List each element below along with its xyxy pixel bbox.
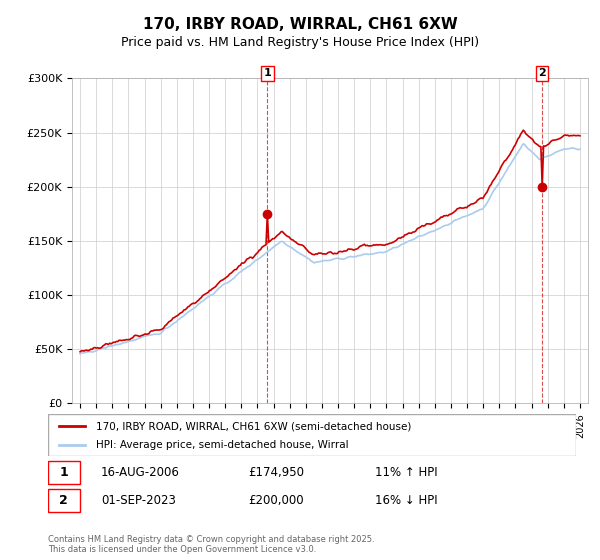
Text: 1: 1 bbox=[263, 68, 271, 78]
Text: £200,000: £200,000 bbox=[248, 494, 304, 507]
Text: 16% ↓ HPI: 16% ↓ HPI bbox=[376, 494, 438, 507]
Text: £174,950: £174,950 bbox=[248, 466, 305, 479]
Text: 1: 1 bbox=[59, 466, 68, 479]
Text: 16-AUG-2006: 16-AUG-2006 bbox=[101, 466, 179, 479]
Text: Contains HM Land Registry data © Crown copyright and database right 2025.
This d: Contains HM Land Registry data © Crown c… bbox=[48, 535, 374, 554]
Text: 170, IRBY ROAD, WIRRAL, CH61 6XW: 170, IRBY ROAD, WIRRAL, CH61 6XW bbox=[143, 17, 457, 32]
Text: HPI: Average price, semi-detached house, Wirral: HPI: Average price, semi-detached house,… bbox=[95, 440, 348, 450]
FancyBboxPatch shape bbox=[48, 414, 576, 456]
Text: Price paid vs. HM Land Registry's House Price Index (HPI): Price paid vs. HM Land Registry's House … bbox=[121, 36, 479, 49]
Text: 01-SEP-2023: 01-SEP-2023 bbox=[101, 494, 176, 507]
Text: 11% ↑ HPI: 11% ↑ HPI bbox=[376, 466, 438, 479]
Text: 170, IRBY ROAD, WIRRAL, CH61 6XW (semi-detached house): 170, IRBY ROAD, WIRRAL, CH61 6XW (semi-d… bbox=[95, 421, 411, 431]
FancyBboxPatch shape bbox=[48, 461, 80, 484]
Text: 2: 2 bbox=[538, 68, 546, 78]
FancyBboxPatch shape bbox=[48, 489, 80, 512]
Text: 2: 2 bbox=[59, 494, 68, 507]
